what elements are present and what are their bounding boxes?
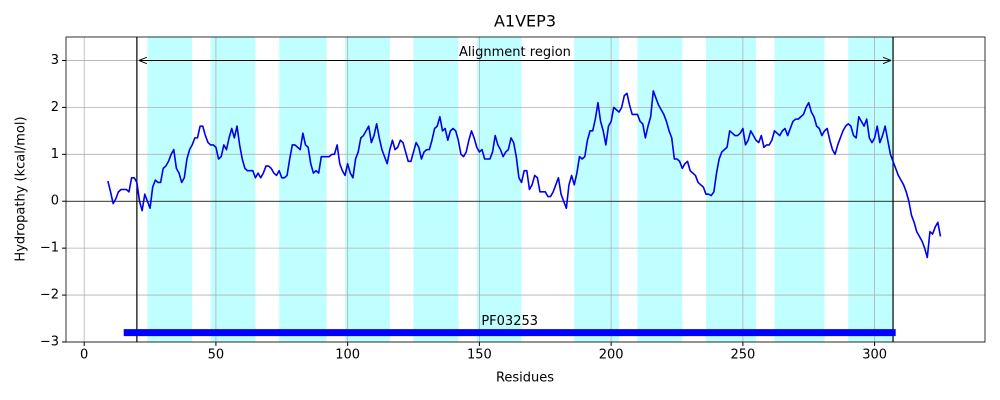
y-tick-label: −3 <box>40 335 59 350</box>
plot-frame <box>65 36 986 343</box>
helix-region <box>637 37 683 342</box>
helix-region <box>413 37 459 342</box>
y-tick-label: 2 <box>51 100 59 115</box>
x-tick-label: 50 <box>208 348 225 363</box>
x-axis-label: Residues <box>496 371 554 386</box>
helix-region <box>574 37 620 342</box>
y-tick-label: 0 <box>51 194 59 209</box>
chart-title: A1VEP3 <box>494 12 556 31</box>
x-tick-label: 100 <box>335 348 360 363</box>
alignment-label: Alignment region <box>459 45 571 60</box>
x-tick-label: 0 <box>80 348 88 363</box>
y-tick-label: 1 <box>51 147 59 162</box>
helix-region <box>476 37 522 342</box>
domain-label: PF03253 <box>481 314 538 329</box>
x-tick-label: 200 <box>599 348 624 363</box>
x-tick-label: 150 <box>467 348 492 363</box>
helix-region <box>147 37 193 342</box>
helix-region <box>848 37 894 342</box>
y-axis-label: Hydropathy (kcal/mol) <box>14 116 29 261</box>
y-tick-label: 3 <box>51 53 59 68</box>
helix-region <box>279 37 327 342</box>
x-tick-label: 300 <box>862 348 887 363</box>
helix-region <box>210 37 256 342</box>
x-tick-label: 250 <box>730 348 755 363</box>
hydropathy-line <box>107 90 942 259</box>
helix-region <box>345 37 390 342</box>
y-tick-label: −1 <box>40 241 59 256</box>
y-tick-label: −2 <box>40 288 59 303</box>
helix-region <box>774 37 825 342</box>
